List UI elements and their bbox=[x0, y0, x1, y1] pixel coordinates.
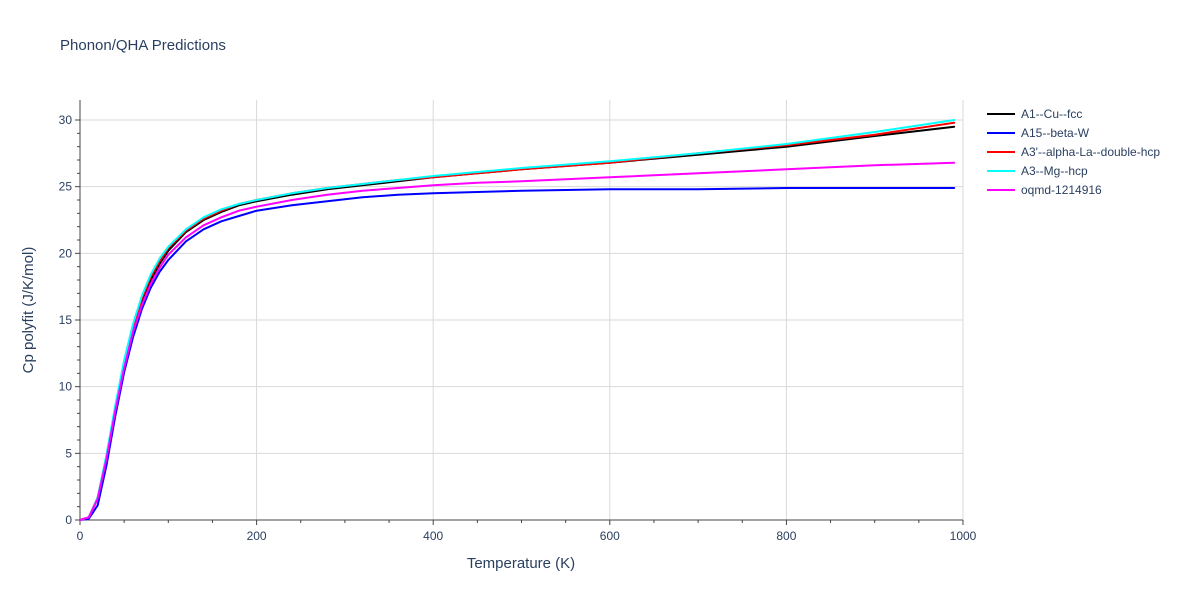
legend-item[interactable]: A15--beta-W bbox=[987, 126, 1090, 140]
x-tick-label: 200 bbox=[247, 529, 267, 543]
y-tick-label: 15 bbox=[59, 313, 73, 327]
series-line-3 bbox=[79, 119, 956, 521]
legend-label: A3'--alpha-La--double-hcp bbox=[1021, 145, 1160, 159]
legend-label: A15--beta-W bbox=[1021, 126, 1090, 140]
series-line-1 bbox=[79, 187, 956, 521]
chart-title: Phonon/QHA Predictions bbox=[60, 37, 226, 54]
x-tick-label: 600 bbox=[600, 529, 620, 543]
legend-item[interactable]: A3'--alpha-La--double-hcp bbox=[987, 145, 1160, 159]
series-line-0 bbox=[79, 125, 956, 521]
y-tick-label: 0 bbox=[65, 513, 72, 527]
y-tick-label: 30 bbox=[59, 113, 73, 127]
series-line-4 bbox=[79, 161, 956, 521]
y-tick-label: 10 bbox=[59, 380, 73, 394]
legend-label: A1--Cu--fcc bbox=[1021, 107, 1082, 121]
legend-label: oqmd-1214916 bbox=[1021, 183, 1102, 197]
grid-layer bbox=[80, 100, 964, 520]
legend-item[interactable]: A3--Mg--hcp bbox=[987, 164, 1088, 178]
legend-item[interactable]: A1--Cu--fcc bbox=[987, 107, 1082, 121]
y-tick-label: 25 bbox=[59, 180, 73, 194]
x-tick-label: 800 bbox=[776, 529, 796, 543]
series-layer bbox=[79, 119, 956, 521]
legend: A1--Cu--fcc A15--beta-W A3'--alpha-La--dou… bbox=[987, 107, 1160, 197]
legend-label: A3--Mg--hcp bbox=[1021, 164, 1088, 178]
y-tick-label: 20 bbox=[59, 246, 73, 260]
axes-layer: 0 200 400 600 800 1000 0 5 10 15 20 25 30 bbox=[59, 100, 977, 543]
x-tick-label: 0 bbox=[77, 529, 84, 543]
x-axis-title: Temperature (K) bbox=[467, 555, 575, 572]
legend-item[interactable]: oqmd-1214916 bbox=[987, 183, 1102, 197]
y-axis-title: Cp polyfit (J/K/mol) bbox=[20, 247, 37, 374]
x-tick-label: 400 bbox=[423, 529, 443, 543]
x-tick-label: 1000 bbox=[950, 529, 977, 543]
y-tick-label: 5 bbox=[65, 446, 72, 460]
